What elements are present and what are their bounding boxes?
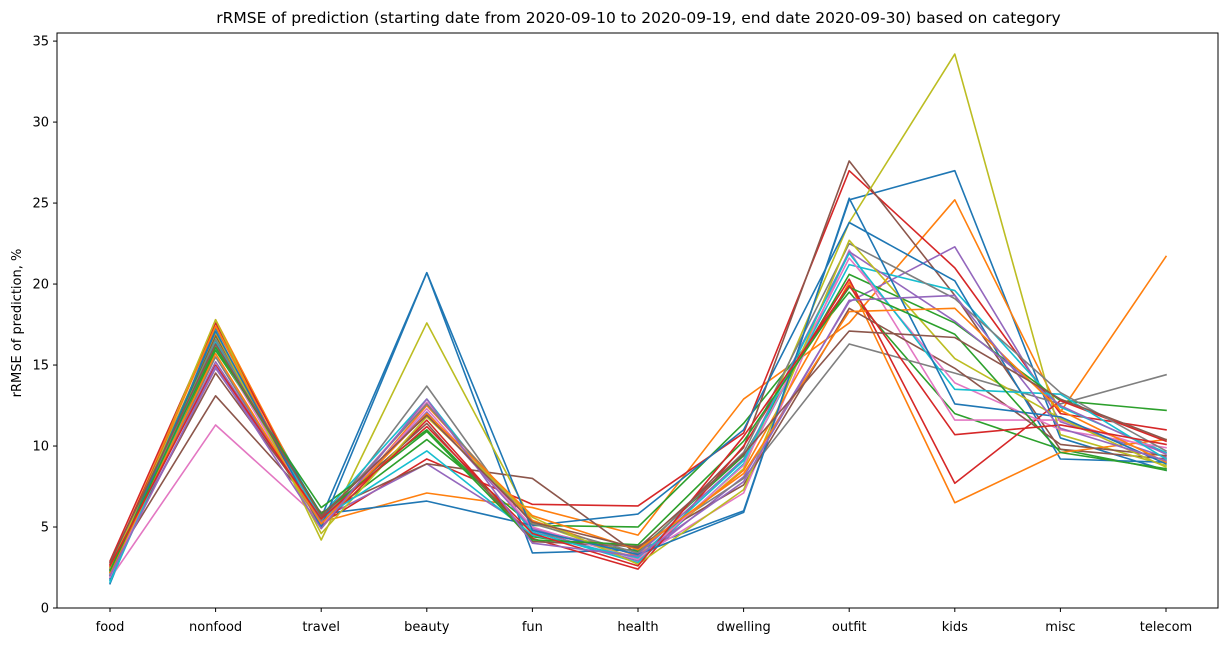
chart-title: rRMSE of prediction (starting date from …	[216, 9, 1061, 27]
series-line-5	[108, 246, 1168, 574]
x-tick-label: misc	[1045, 620, 1075, 635]
x-tick-label: travel	[302, 620, 340, 635]
series-line-11	[108, 221, 1167, 580]
x-tick-label: telecom	[1140, 620, 1192, 635]
series-line-15	[108, 250, 1168, 572]
x-tick-label: health	[617, 620, 658, 635]
x-tick-label: kids	[942, 620, 968, 635]
series-line-1	[108, 169, 1167, 585]
series-line-26	[108, 330, 1168, 564]
series-line-19	[108, 239, 1168, 569]
x-tick-label: fun	[522, 620, 543, 635]
y-tick-label: 35	[32, 35, 49, 50]
series-line-8	[108, 343, 1167, 576]
plot-frame	[56, 32, 1219, 609]
y-tick-label: 15	[32, 359, 49, 374]
y-tick-label: 20	[32, 278, 49, 293]
series-line-21	[108, 197, 1168, 577]
series-line-24	[108, 284, 1167, 567]
x-tick-label: beauty	[404, 620, 450, 635]
y-tick-label: 10	[32, 440, 49, 455]
series-line-18	[108, 242, 1168, 576]
series-line-4	[108, 169, 1167, 563]
series-line-9	[108, 53, 1167, 574]
y-tick-label: 0	[41, 602, 49, 617]
series-line-7	[108, 249, 1167, 580]
series-line-25	[108, 294, 1167, 577]
y-tick-label: 25	[32, 197, 49, 212]
series-line-16	[108, 307, 1167, 571]
y-tick-label: 30	[32, 116, 49, 131]
x-tick-label: nonfood	[189, 620, 242, 635]
plot-area: 0 5 10 15 20 25 30 35 food nonfood travel beauty fun…	[32, 32, 1219, 635]
y-tick-label: 5	[41, 521, 49, 536]
x-tick-label: food	[96, 620, 125, 635]
x-tick-label: dwelling	[716, 620, 770, 635]
x-tick-label: outfit	[832, 620, 867, 635]
y-axis-label: rRMSE of prediction, %	[10, 249, 25, 398]
